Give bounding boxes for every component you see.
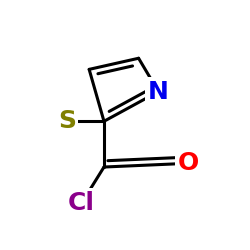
- Text: N: N: [148, 80, 169, 104]
- Text: S: S: [58, 109, 76, 133]
- Text: O: O: [178, 151, 199, 175]
- Text: Cl: Cl: [68, 191, 95, 215]
